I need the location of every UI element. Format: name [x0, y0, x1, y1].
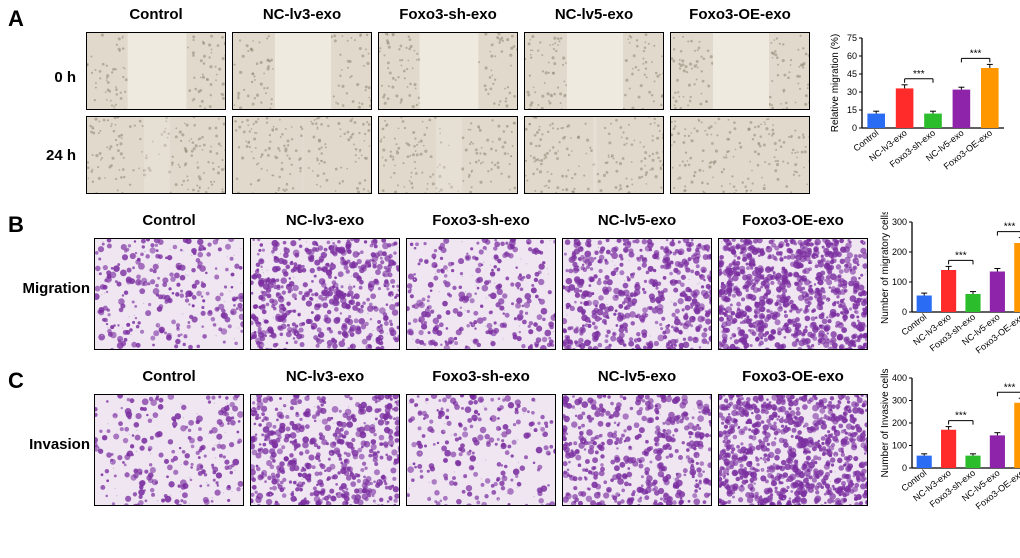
column-header: Control	[94, 368, 244, 388]
column-header: Foxo3-OE-exo	[718, 212, 868, 232]
svg-text:100: 100	[892, 277, 907, 287]
transwell-micrograph	[94, 394, 244, 506]
column-header: Control	[94, 212, 244, 232]
scratch-micrograph	[86, 116, 226, 194]
scratch-micrograph	[670, 116, 810, 194]
svg-text:75: 75	[847, 33, 857, 43]
transwell-micrograph	[718, 238, 868, 350]
scratch-micrograph	[670, 32, 810, 110]
transwell-micrograph	[562, 394, 712, 506]
column-header: NC-lv3-exo	[232, 6, 372, 26]
transwell-micrograph	[94, 238, 244, 350]
scratch-micrograph	[232, 32, 372, 110]
scratch-micrograph	[524, 32, 664, 110]
svg-text:0: 0	[852, 123, 857, 133]
svg-text:60: 60	[847, 51, 857, 61]
svg-text:***: ***	[913, 69, 925, 80]
column-header: NC-lv3-exo	[250, 368, 400, 388]
column-header: Foxo3-sh-exo	[406, 212, 556, 232]
svg-text:Number of migratory cells: Number of migratory cells	[880, 212, 891, 324]
scratch-micrograph	[232, 116, 372, 194]
scratch-micrograph	[86, 32, 226, 110]
svg-text:***: ***	[955, 250, 967, 261]
svg-text:15: 15	[847, 105, 857, 115]
bar-chart: 0100200300400Number of Invasive cellsCon…	[878, 368, 1020, 518]
transwell-micrograph	[250, 394, 400, 506]
row-label: 0 h	[42, 38, 82, 116]
scratch-micrograph	[378, 116, 518, 194]
scratch-micrograph	[378, 32, 518, 110]
svg-text:***: ***	[970, 48, 982, 59]
svg-text:Relative migration (%): Relative migration (%)	[830, 34, 841, 132]
column-header: NC-lv5-exo	[562, 368, 712, 388]
column-header: Foxo3-sh-exo	[378, 6, 518, 26]
svg-text:***: ***	[1004, 222, 1016, 233]
transwell-micrograph	[406, 238, 556, 350]
column-header: Control	[86, 6, 226, 26]
column-header: NC-lv5-exo	[562, 212, 712, 232]
column-header: NC-lv3-exo	[250, 212, 400, 232]
transwell-micrograph	[250, 238, 400, 350]
transwell-micrograph	[406, 394, 556, 506]
row-label: 24 h	[42, 116, 82, 194]
row-label: Invasion	[10, 388, 96, 500]
column-header: Foxo3-sh-exo	[406, 368, 556, 388]
svg-text:300: 300	[892, 217, 907, 227]
column-header: Foxo3-OE-exo	[718, 368, 868, 388]
transwell-micrograph	[718, 394, 868, 506]
bar-chart: 0100200300Number of migratory cellsContr…	[878, 212, 1020, 362]
row-label: Migration	[10, 232, 96, 344]
svg-text:45: 45	[847, 69, 857, 79]
svg-text:30: 30	[847, 87, 857, 97]
column-header: Foxo3-OE-exo	[670, 6, 810, 26]
svg-text:200: 200	[892, 247, 907, 257]
transwell-micrograph	[562, 238, 712, 350]
column-header: NC-lv5-exo	[524, 6, 664, 26]
svg-text:0: 0	[902, 307, 907, 317]
scratch-micrograph	[524, 116, 664, 194]
bar-chart: 01530456075Relative migration (%)Control…	[828, 28, 1008, 178]
